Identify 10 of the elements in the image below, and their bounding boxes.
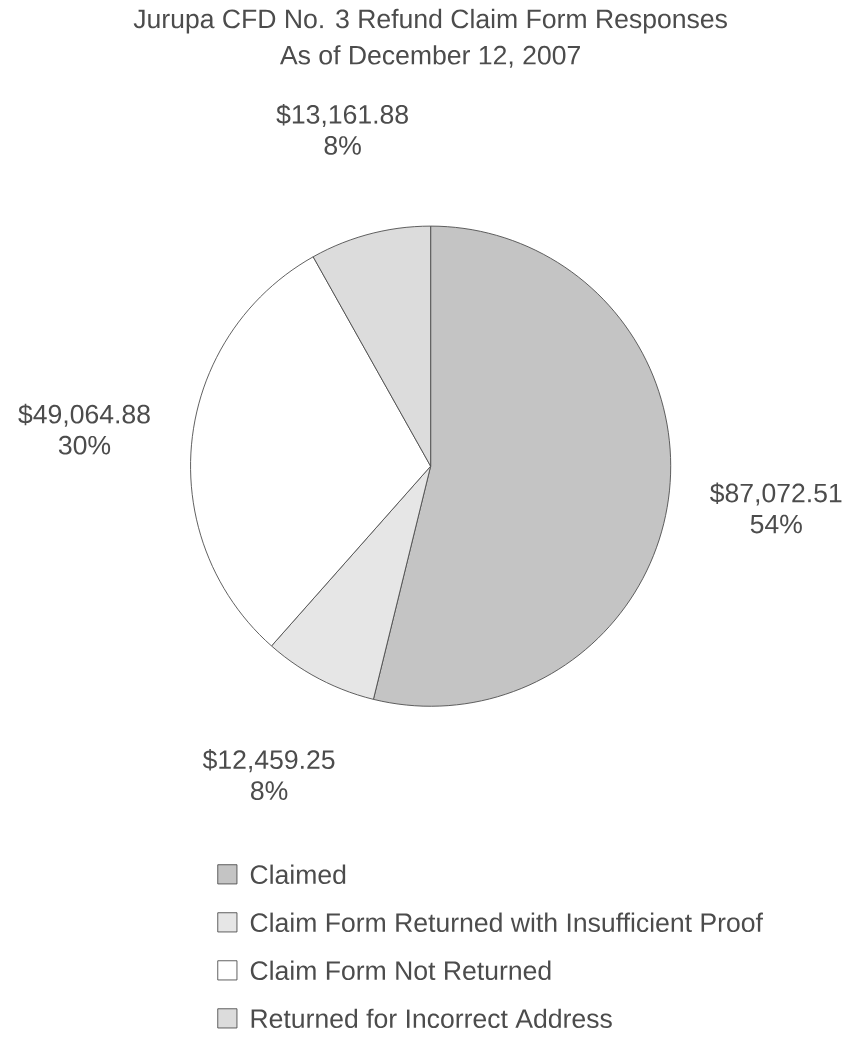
data-label: $49,064.88 30% [18,403,150,455]
legend-label: Returned for Incorrect Address [251,1008,612,1029]
chart-title: Jurupa CFD No. 3 Refund Claim Form Responses [133,8,728,34]
data-label: $12,459.25 8% [202,749,335,801]
legend-label: Claimed [250,864,346,885]
legend-label: Claim Form Not Returned [250,960,551,981]
data-label: $13,161.88 8% [276,103,409,155]
data-label: $87,072.51 54% [710,482,842,534]
chart-subtitle: As of December 12, 2007 [280,45,581,68]
legend-label: Claim Form Returned with Insufficient Proof [250,912,764,933]
